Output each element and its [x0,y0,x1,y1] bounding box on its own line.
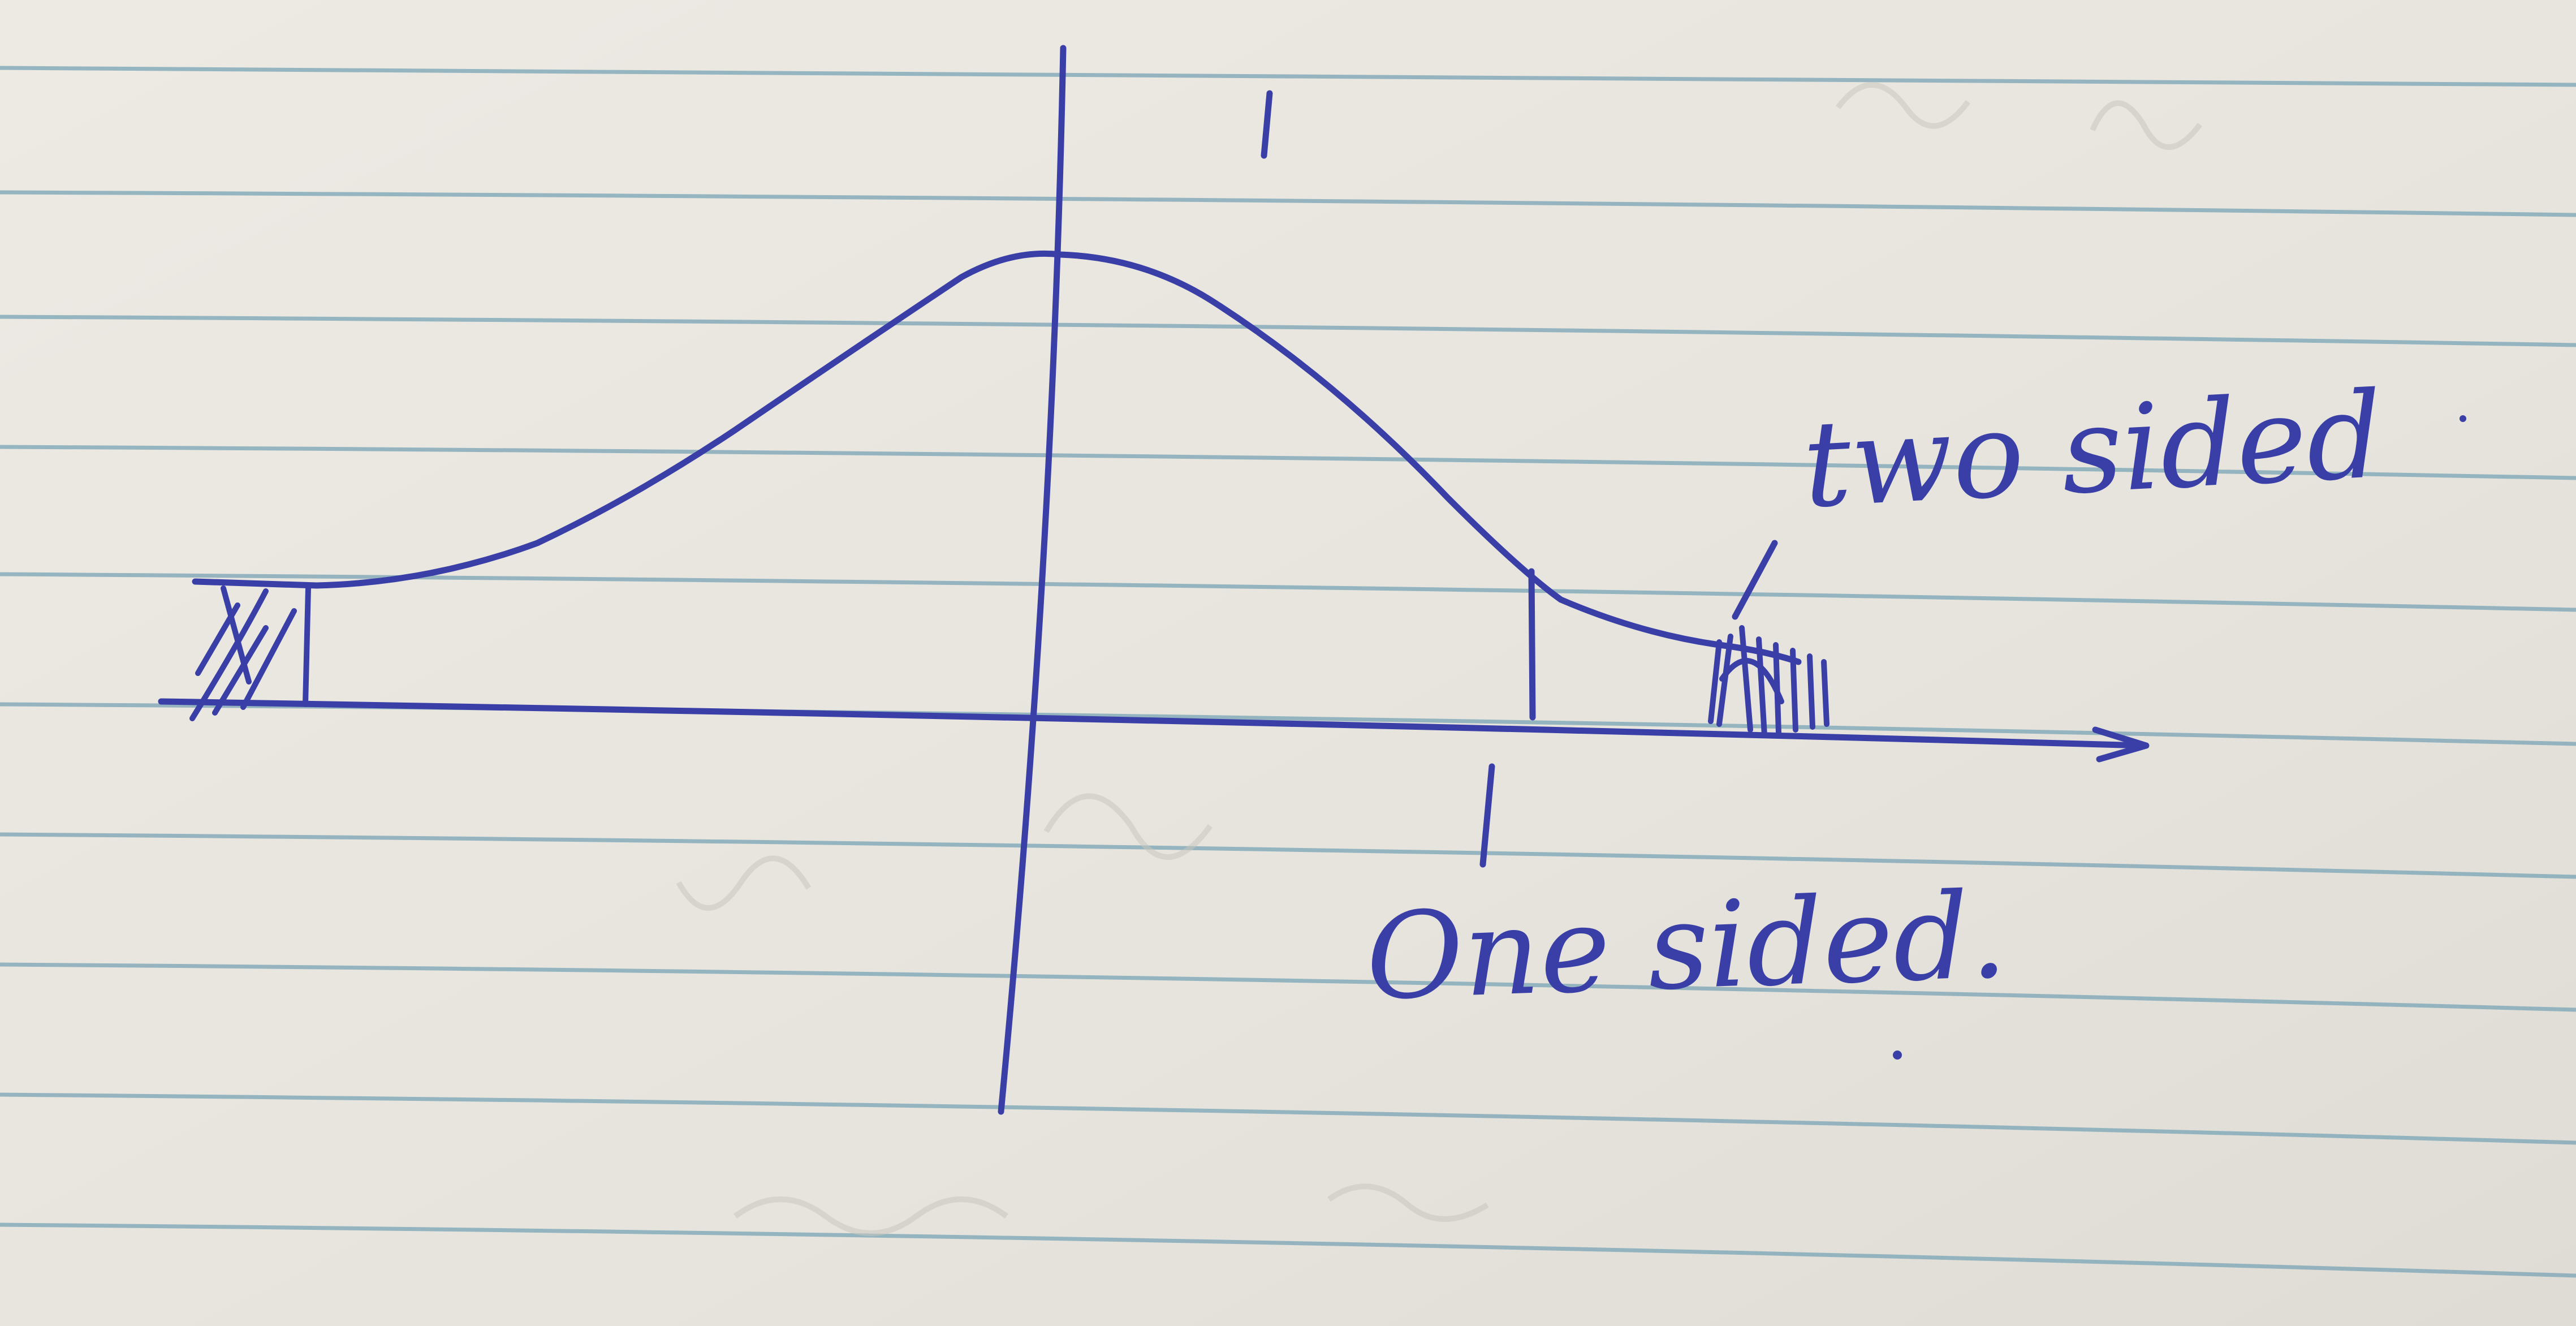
tick-mark [1261,90,1273,159]
one-sided-cutoff-line [1528,568,1536,721]
rule-line [0,832,2576,879]
x-axis-arrowhead [2092,726,2150,763]
ink-dot [2460,415,2466,422]
rule-line [0,1222,2576,1278]
rule-line [0,1092,2576,1145]
x-axis [158,698,2147,749]
right-tail-shading [1708,625,1829,738]
ink-dot [1893,1051,1902,1060]
rule-line [0,315,2576,347]
ruled-lines [0,66,2576,1278]
show-through-marks [676,82,2202,1236]
left-tail-shading [189,585,311,721]
rule-line [0,445,2576,480]
one-sided-leader [1479,763,1495,868]
rule-line [0,962,2576,1012]
bell-curve [192,250,1802,665]
one-sided-label: One sided. [1363,866,2009,1027]
rule-line [0,190,2576,217]
y-axis [998,45,1067,1115]
two-sided-leader [1732,540,1778,620]
sketch-ink [158,45,2466,1115]
